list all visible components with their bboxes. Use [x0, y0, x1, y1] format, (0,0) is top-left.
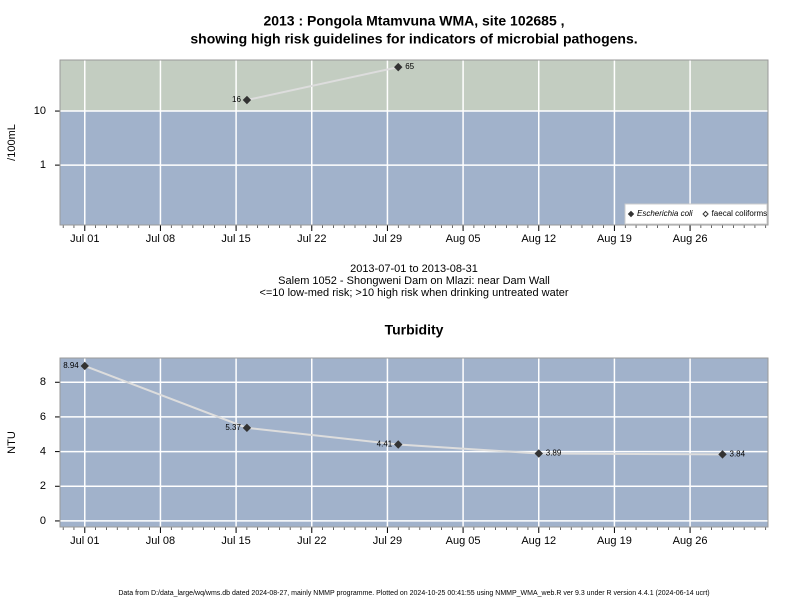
- y-tick-label: 6: [40, 411, 46, 423]
- x-tick-label: Aug 12: [521, 535, 556, 547]
- note: <=10 low-med risk; >10 high risk when dr…: [259, 287, 568, 299]
- legend-label: Escherichia coli: [637, 209, 693, 218]
- x-tick-label: Aug 05: [446, 233, 481, 245]
- data-label: 8.94: [63, 361, 79, 370]
- x-tick-label: Jul 01: [70, 535, 99, 547]
- x-tick-label: Jul 15: [221, 233, 250, 245]
- x-tick-label: Jul 29: [373, 535, 402, 547]
- y-tick-label: 8: [40, 376, 46, 388]
- series-line: [246, 66, 399, 101]
- x-tick-label: Jul 08: [146, 535, 175, 547]
- x-tick-label: Aug 26: [673, 535, 708, 547]
- y-tick-label: 2: [40, 480, 46, 492]
- footer: Data from D:/data_large/wq/wms.db dated …: [118, 590, 709, 597]
- data-label: 65: [405, 62, 414, 71]
- marker: [242, 423, 252, 433]
- y-tick-label: 0: [40, 515, 46, 527]
- x-tick-label: Aug 26: [673, 233, 708, 245]
- data-label: 3.84: [730, 449, 746, 458]
- x-tick-label: Jul 08: [146, 233, 175, 245]
- y-axis-title: /100mL: [6, 124, 18, 161]
- x-tick-label: Jul 29: [373, 233, 402, 245]
- legend-label: faecal coliforms: [712, 209, 768, 218]
- legend-marker: [702, 210, 709, 218]
- x-tick-label: Jul 22: [297, 535, 326, 547]
- chart-title: Turbidity: [385, 322, 444, 338]
- marker: [718, 450, 727, 459]
- plot-frame: [59, 59, 769, 226]
- plot-bg: [60, 358, 768, 527]
- legend-marker: [627, 210, 635, 218]
- marker: [242, 95, 252, 105]
- y-tick-label: 10: [34, 105, 46, 117]
- data-label: 5.37: [225, 423, 241, 432]
- data-label: 4.41: [377, 440, 393, 449]
- y-tick-label: 1: [40, 159, 46, 171]
- y-tick-label: 4: [40, 446, 46, 458]
- x-tick-label: Aug 05: [446, 535, 481, 547]
- note: Salem 1052 - Shongweni Dam on Mlazi: nea…: [278, 275, 550, 287]
- band-high: [60, 60, 768, 112]
- marker: [534, 449, 543, 458]
- x-tick-label: Aug 12: [521, 233, 556, 245]
- legend-box: [624, 203, 768, 225]
- marker: [394, 440, 403, 449]
- x-tick-label: Aug 19: [597, 233, 632, 245]
- data-label: 16: [232, 95, 241, 104]
- title-line: showing high risk guidelines for indicat…: [190, 31, 637, 47]
- plot-frame: [59, 357, 769, 528]
- y-axis-title: NTU: [6, 431, 18, 454]
- data-label: 3.89: [546, 449, 562, 458]
- x-tick-label: Aug 19: [597, 535, 632, 547]
- x-tick-label: Jul 15: [221, 535, 250, 547]
- title-line: 2013 : Pongola Mtamvuna WMA, site 102685…: [263, 13, 564, 29]
- marker: [80, 361, 89, 371]
- note: 2013-07-01 to 2013-08-31: [350, 263, 478, 275]
- x-tick-label: Jul 22: [297, 233, 326, 245]
- marker: [394, 62, 403, 72]
- x-tick-label: Jul 01: [70, 233, 99, 245]
